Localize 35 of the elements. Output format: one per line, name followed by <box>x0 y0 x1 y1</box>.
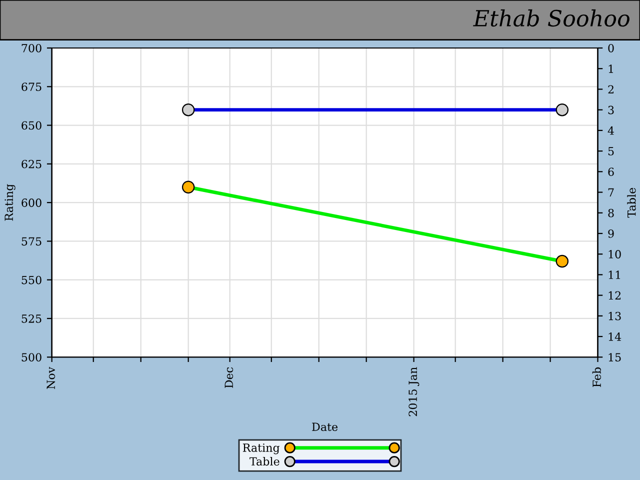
y2-tick-label: 1 <box>608 64 613 73</box>
chart-title: Ethab Soohoo <box>473 9 630 27</box>
legend-label: Table <box>250 456 280 466</box>
y2-tick-label: 9 <box>608 229 614 238</box>
x-tick-label: Dec <box>224 367 234 388</box>
y-tick-label: 550 <box>22 276 42 284</box>
y2-tick-label: 5 <box>608 147 614 156</box>
x-axis-title: Date <box>312 422 338 432</box>
y2-axis-title: Table <box>627 188 636 218</box>
y-tick-label: 700 <box>22 44 42 52</box>
y2-tick-label: 6 <box>608 168 614 176</box>
y-tick-label: 500 <box>22 353 42 362</box>
legend-label: Rating <box>242 444 280 454</box>
y2-tick-label: 2 <box>608 85 614 94</box>
y-tick-label: 650 <box>22 121 42 130</box>
y-tick-label: 675 <box>22 82 42 92</box>
x-tick-label: 2015 Jan <box>408 367 420 416</box>
y2-tick-label: 7 <box>608 188 614 196</box>
y2-tick-label: 10 <box>608 250 621 258</box>
y-tick-label: 575 <box>22 237 42 246</box>
y2-tick-label: 3 <box>608 106 614 114</box>
y2-tick-label: 8 <box>608 208 614 218</box>
y2-tick-label: 14 <box>608 332 622 341</box>
y2-tick-label: 11 <box>608 270 620 279</box>
y2-tick-label: 4 <box>608 126 614 135</box>
y-tick-label: 600 <box>22 198 42 207</box>
y-axis-title: Rating <box>4 184 16 221</box>
y2-tick-label: 13 <box>608 312 621 320</box>
y2-tick-label: 12 <box>608 291 621 300</box>
x-tick-label: Nov <box>46 366 56 389</box>
x-tick-label: Feb <box>592 367 601 388</box>
y2-tick-label: 0 <box>608 44 614 52</box>
y-tick-label: 525 <box>22 314 42 323</box>
y-tick-label: 625 <box>22 160 42 168</box>
y2-tick-label: 15 <box>608 353 621 362</box>
